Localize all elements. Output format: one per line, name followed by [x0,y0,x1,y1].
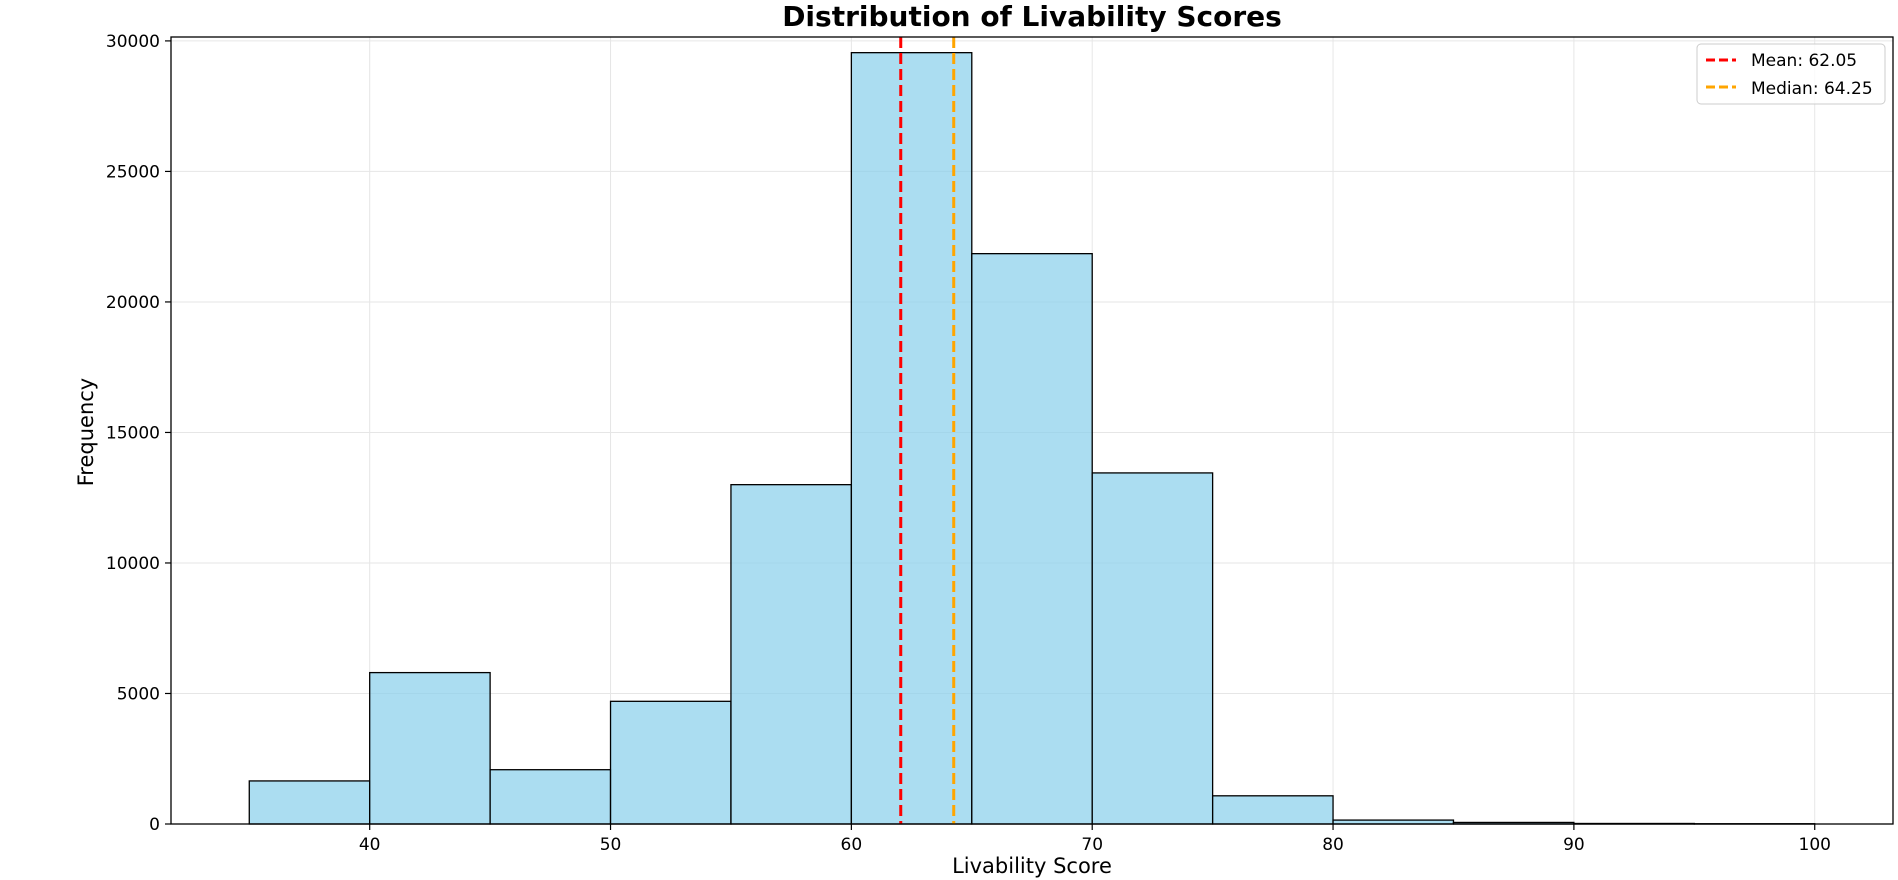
chart-title: Distribution of Livability Scores [782,0,1282,33]
histogram-bar [248,780,371,825]
x-tick-label: 80 [1322,835,1344,855]
y-tick-label: 20000 [106,293,160,313]
x-tick-label: 100 [1799,835,1831,855]
histogram-bars [248,52,1816,825]
histogram-bar [1211,795,1334,825]
x-tick-label: 70 [1081,835,1103,855]
y-tick-label: 0 [149,815,160,835]
histogram-bar [971,253,1093,825]
y-tick-label: 30000 [106,32,160,52]
legend: Mean: 62.05 Median: 64.25 [1696,43,1886,105]
histogram-bar [730,484,853,825]
histogram-bar [1091,472,1214,825]
grid-lines [171,37,1893,825]
x-axis-label: Livability Score [952,854,1112,878]
y-tick-label: 25000 [106,162,160,182]
y-tick-label: 10000 [106,554,160,574]
x-tick-label: 50 [600,835,622,855]
x-axis-ticks: 40 50 60 70 80 90 100 [359,824,1831,855]
y-axis-ticks: 0 5000 10000 15000 20000 25000 30000 [106,32,171,835]
y-tick-label: 15000 [106,423,160,443]
y-tick-label: 5000 [117,684,160,704]
x-tick-label: 40 [359,835,381,855]
x-tick-label: 90 [1563,835,1585,855]
y-axis-label: Frequency [74,378,98,487]
legend-box [1696,43,1886,105]
legend-median-label: Median: 64.25 [1751,79,1873,99]
axes-frame [170,36,1894,825]
histogram-bar [609,700,732,825]
legend-mean-label: Mean: 62.05 [1751,51,1857,71]
histogram-bar [369,671,491,825]
reference-lines [899,37,956,824]
histogram-bar [489,769,612,825]
x-tick-label: 60 [841,835,863,855]
